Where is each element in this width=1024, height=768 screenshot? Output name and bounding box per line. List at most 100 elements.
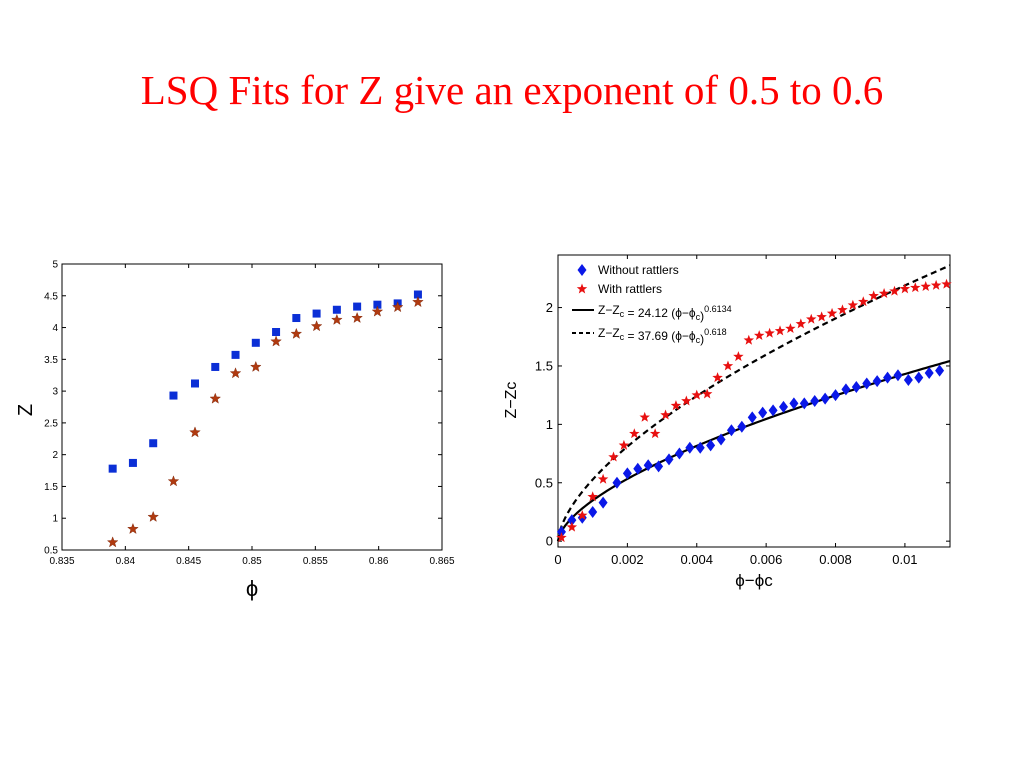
chart2-fit-curve-solid [556,359,951,542]
chart2-diamond-point [612,476,622,489]
legend-label-with-rattlers: With rattlers [598,282,662,296]
chart1-square-point [353,302,362,311]
chart1-y-tick-label: 4 [52,323,58,334]
chart1-square-point [231,350,240,359]
chart2-diamond-point [588,505,598,518]
chart2-x-axis-label: ϕ−ϕc [735,571,773,590]
chart2-diamond-point [737,420,747,433]
chart2-diamond-point [685,441,695,454]
chart1-y-tick-label: 0.5 [44,546,58,557]
chart2-diamond-point [654,460,664,473]
chart1-x-tick-label: 0.86 [369,556,389,567]
legend-fit-label-main: Z−Z [598,326,620,340]
chart2-diamond-point [883,371,893,384]
chart1-y-tick-label: 3.5 [44,355,58,366]
legend-fit-label-eq: = 24.12 (ϕ−ϕ [624,306,696,320]
chart2-diamond-point [598,496,608,509]
chart1-star-point [229,367,242,379]
chart2-diamond-point [778,400,788,413]
chart2-diamond-point [893,369,903,382]
chart2-diamond-point [820,392,830,405]
chart2-diamond-point [903,373,913,386]
chart2-star-point [670,400,682,411]
chart2-star-point [701,388,713,399]
chart2-diamond-point [768,404,778,417]
chart2-y-tick-label: 2 [546,300,553,315]
legend-fit-label-main: Z−Z [598,303,620,317]
legend-label-fit-solid: Z−Zc = 24.12 (ϕ−ϕc)0.6134 [598,303,732,323]
chart2-diamond-point [643,459,653,472]
chart2-y-axis-label: Z−Zc [503,382,520,419]
chart2-star-point [566,521,578,532]
chart1-y-tick-label: 1 [52,514,58,525]
chart2-diamond-point [695,441,705,454]
legend-fit-label-eq: = 37.69 (ϕ−ϕ [624,329,696,343]
chart2-diamond-point [674,447,684,460]
chart2-star-point [806,313,817,324]
chart2-diamond-point [726,424,736,437]
chart1-star-point [106,536,119,548]
chart2-diamond-point [716,433,726,446]
chart2-diamond-point [747,411,757,424]
chart1-square-point [108,464,117,473]
chart2-star-point [691,389,702,400]
chart2-star-point [608,451,619,462]
chart2-diamond-point [706,439,716,452]
chart1-y-tick-label: 1.5 [44,482,58,493]
chart1-star-point [147,510,159,522]
legend-fit-label-sub: c [620,309,625,319]
chart2-star-point [753,330,765,341]
chart2-star-point [681,395,692,406]
chart2-y-tick-label: 1.5 [535,358,553,373]
chart2-diamond-point [831,389,841,402]
chart1-x-tick-label: 0.84 [116,556,136,567]
chart2-star-point [941,278,952,289]
chart1-star-point [290,327,303,339]
chart2-diamond-point [935,364,945,377]
chart2-star-point [920,281,931,291]
chart2-star-point [712,372,723,383]
chart2-star-point [743,334,755,345]
chart2-star-point [629,428,640,439]
chart1-y-axis-label: Z [15,404,37,416]
chart2-diamond-point [622,467,632,480]
chart1-square-point [128,458,137,467]
chart2-star-point [910,282,921,293]
legend-fit-label-eq-close: ) [700,309,704,323]
chart2-diamond-point [924,366,934,379]
chart1-square-point [413,290,422,299]
chart2-x-tick-label: 0.002 [611,552,644,567]
chart2-star-point [577,509,588,520]
chart1-star-point [127,522,139,534]
chart2-x-tick-label: 0.01 [892,552,917,567]
legend-label-fit-dashed: Z−Zc = 37.69 (ϕ−ϕc)0.618 [598,326,727,346]
chart1-x-tick-label: 0.835 [49,556,74,567]
chart1-x-tick-label: 0.855 [303,556,328,567]
chart2-star-point [878,288,890,298]
chart1-x-axis-label: ϕ [246,576,258,601]
chart2-diamond-point [567,514,577,527]
chart1-square-point [169,391,178,400]
legend-star-marker [576,283,588,294]
chart1-star-point [412,296,424,308]
chart1-y-tick-label: 3 [52,387,58,398]
chart1-star-point [167,475,180,487]
chart1-square-point [292,314,301,323]
legend-fit-label-eq-close: ) [700,332,704,346]
chart2-x-tick-label: 0.008 [819,552,852,567]
chart2-diamond-point [758,406,768,419]
chart2-diamond-point [799,397,809,410]
chart2-star-point [649,428,661,439]
chart2-x-tick-label: 0 [554,552,561,567]
chart2-y-tick-label: 1 [546,417,553,432]
chart1-square-point [332,305,341,314]
chart2-star-point [816,311,827,322]
chart1-star-point [189,426,201,438]
chart2-diamond-point [914,371,924,384]
slide-title: LSQ Fits for Z give an exponent of 0.5 t… [140,67,884,113]
chart1-star-point [250,360,262,372]
chart2-star-point [618,439,630,450]
